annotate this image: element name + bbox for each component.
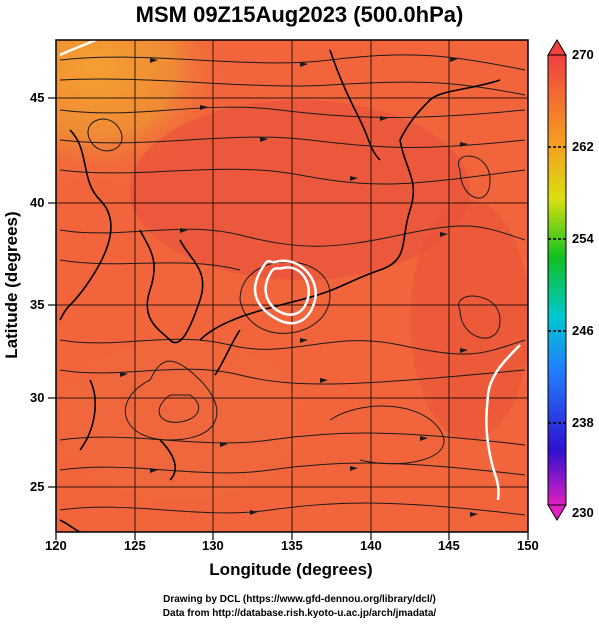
y-tick-label: 35	[30, 297, 45, 312]
temperature-field	[56, 40, 528, 532]
colorbar-bottom-triangle	[547, 504, 567, 521]
x-tick-label: 130	[202, 538, 224, 553]
y-tick-label: 45	[30, 90, 45, 105]
colorbar	[547, 39, 567, 521]
y-tick-label: 25	[30, 479, 45, 494]
x-tick-label: 135	[281, 538, 303, 553]
x-tick-label: 150	[517, 538, 539, 553]
colorbar-tick-label: 246	[572, 323, 594, 338]
map-title: MSM 09Z15Aug2023 (500.0hPa)	[135, 2, 464, 27]
streamlines	[59, 54, 526, 516]
credit-drawing: Drawing by DCL (https://www.gfd-dennou.o…	[163, 594, 436, 605]
x-tick-label: 145	[438, 538, 460, 553]
colorbar-tick-label: 230	[572, 505, 594, 520]
coastlines	[59, 49, 501, 532]
streamline-arrows	[120, 57, 478, 517]
x-tick-label: 125	[124, 538, 146, 553]
credit-data-source: Data from http://database.rish.kyoto-u.a…	[162, 608, 437, 619]
y-tick-label: 30	[30, 390, 45, 405]
colorbar-tick-label: 238	[572, 415, 594, 430]
y-axis-label: Latitude (degrees)	[2, 211, 21, 359]
x-tick-label: 120	[45, 538, 67, 553]
contour-lines	[59, 40, 521, 501]
x-axis-label: Longitude (degrees)	[209, 560, 373, 579]
y-tick-label: 40	[30, 195, 45, 210]
colorbar-tick-label: 270	[572, 47, 594, 62]
colorbar-tick-label: 262	[572, 139, 594, 154]
colorbar-top-triangle	[547, 39, 567, 56]
x-tick-label: 140	[360, 538, 382, 553]
colorbar-tick-label: 254	[572, 231, 594, 246]
